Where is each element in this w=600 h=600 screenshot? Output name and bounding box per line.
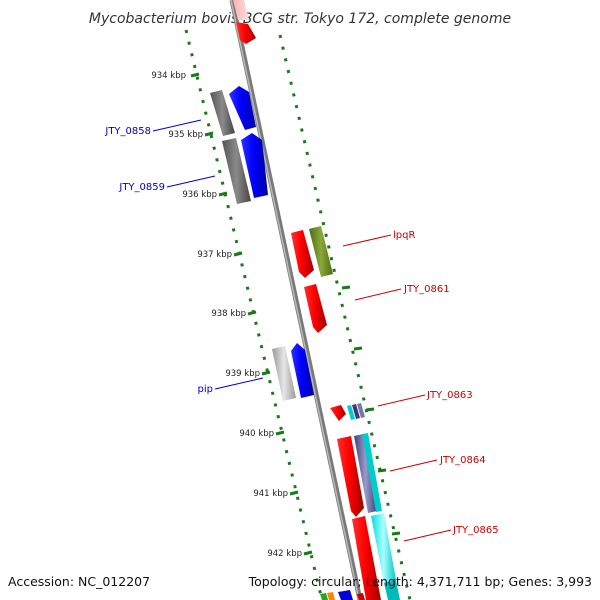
gene-lpqr-olive-block <box>309 226 333 277</box>
kbp-label-938: 938 kbp <box>211 309 246 319</box>
gene-jty-0864-cyan-strip <box>362 433 382 512</box>
gene-label-lpqr[interactable]: lpqR <box>393 230 415 241</box>
gene-jty-0865-cyan-block <box>371 513 396 583</box>
gene-jty-0865-cyan-lower <box>384 580 400 600</box>
genome-summary-text: Topology: circular; Length: 4,371,711 bp… <box>248 574 592 589</box>
kbp-labels: 934 kbp 935 kbp 936 kbp 937 kbp 938 kbp … <box>151 71 302 559</box>
gene-jty-0865-arrow <box>352 516 381 600</box>
gene-jty-0863-stripes <box>347 403 365 420</box>
left-dotted-track <box>184 29 324 600</box>
gene-jty-0863-arrow <box>330 405 346 421</box>
gene-jty-0859-arrow <box>241 133 268 198</box>
accession-text: Accession: NC_012207 <box>8 574 150 589</box>
top-red-feature <box>236 22 256 44</box>
gene-label-pip[interactable]: pip <box>198 384 213 395</box>
kbp-label-937: 937 kbp <box>197 250 232 260</box>
leader-lpqr <box>342 234 392 247</box>
gene-label-jty-0859[interactable]: JTY_0859 <box>118 182 165 193</box>
gene-label-jty-0858[interactable]: JTY_0858 <box>104 126 151 137</box>
kbp-ticks <box>190 72 313 556</box>
gene-label-jty-0863[interactable]: JTY_0863 <box>426 390 473 401</box>
leader-jty-0858 <box>152 119 202 132</box>
leader-jty-0864 <box>389 459 438 472</box>
gene-jty-0861-arrow <box>304 284 327 333</box>
genome-backbone <box>229 0 363 600</box>
gene-label-jty-0864[interactable]: JTY_0864 <box>439 455 486 466</box>
gene-lpqr-arrow <box>291 230 314 278</box>
leader-jty-0859 <box>166 175 216 188</box>
kbp-label-940: 940 kbp <box>239 429 274 439</box>
gene-pip-grey-block <box>272 346 296 401</box>
gene-jty-0858-grey-block <box>210 90 235 136</box>
top-pink-feature <box>233 0 249 20</box>
bottom-clipped-features <box>320 590 365 600</box>
map-title: Mycobacterium bovis BCG str. Tokyo 172, … <box>89 11 511 27</box>
gene-jty-0864-slate-block <box>354 434 377 513</box>
kbp-label-942: 942 kbp <box>267 549 302 559</box>
kbp-label-935: 935 kbp <box>168 130 203 140</box>
right-dotted-track <box>278 34 412 600</box>
leader-jty-0863 <box>377 394 426 407</box>
leader-jty-0865 <box>403 529 452 542</box>
gene-jty-0859-grey-block <box>222 138 251 204</box>
kbp-label-934: 934 kbp <box>151 71 186 81</box>
gene-label-jty-0861[interactable]: JTY_0861 <box>403 284 450 295</box>
genome-backbone-highlight <box>230 0 360 600</box>
gene-label-jty-0865[interactable]: JTY_0865 <box>452 525 499 536</box>
gene-jty-0858-arrow <box>229 86 256 130</box>
leader-pip <box>214 377 264 390</box>
leader-jty-0861 <box>354 288 402 301</box>
kbp-label-936: 936 kbp <box>182 190 217 200</box>
gene-pip-arrow <box>291 343 314 398</box>
right-track-ticks <box>341 285 401 536</box>
kbp-label-939: 939 kbp <box>225 369 260 379</box>
gene-jty-0864-arrow <box>337 436 364 517</box>
kbp-label-941: 941 kbp <box>253 489 288 499</box>
